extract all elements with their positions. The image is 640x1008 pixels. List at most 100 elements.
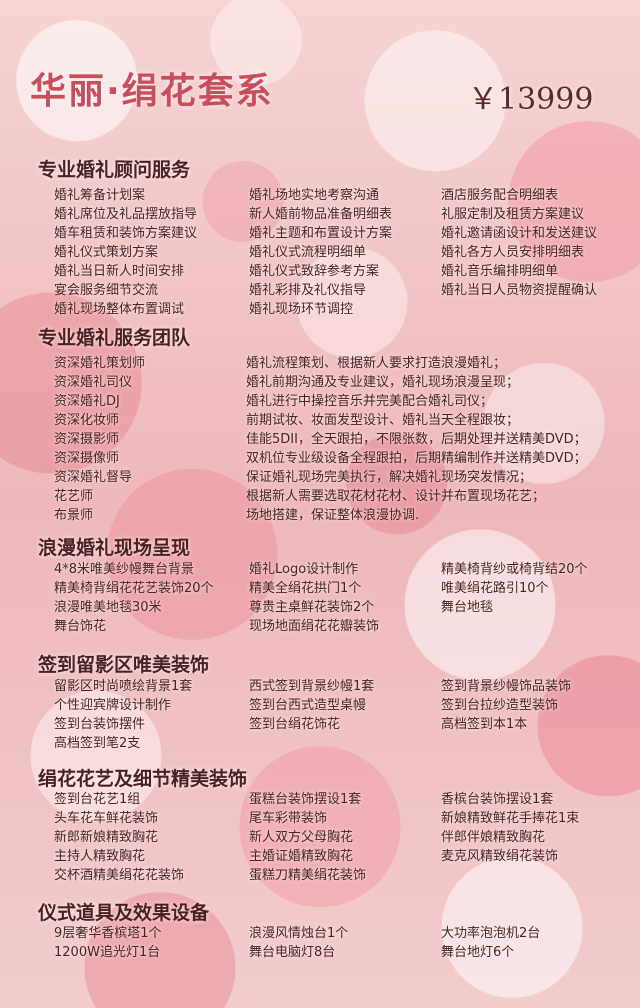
list-item: 新人婚前物品准备明细表: [249, 207, 393, 222]
list-item: 签到台拉纱造型装饰: [441, 698, 559, 713]
section-title: 专业婚礼服务团队: [38, 327, 191, 349]
list-item: 高档签到笔2支: [54, 736, 141, 751]
list-row: 新郎新娘精致胸花 新人双方父母胸花 伴郎伴娘精致胸花: [0, 828, 640, 847]
list-item: 尾车彩带装饰: [249, 811, 328, 826]
team-role: 资深婚礼策划师: [54, 356, 146, 371]
list-item: 婚礼彩排及礼仪指导: [249, 283, 367, 298]
team-description: 婚礼流程策划、根据新人要求打造浪漫婚礼；: [246, 356, 507, 371]
list-item: 伴郎伴娘精致胸花: [441, 830, 546, 845]
team-description: 双机位专业级设备全程跟拍，后期精编制作并送精美DVD；: [246, 451, 587, 466]
list-item: 交杯酒精美绢花花装饰: [54, 868, 185, 883]
list-item: 精美椅背绢花花艺装饰20个: [54, 581, 214, 596]
list-row: 资深化妆师 前期试妆、妆面发型设计、婚礼当天全程跟妆；: [0, 411, 640, 430]
list-row: 婚车租赁和装饰方案建议 婚礼主题和布置设计方案 婚礼邀请函设计和发送建议: [0, 224, 640, 243]
team-role: 资深婚礼DJ: [54, 394, 120, 409]
list-row: 资深婚礼策划师 婚礼流程策划、根据新人要求打造浪漫婚礼；: [0, 354, 640, 373]
list-item: 婚礼现场整体布置调试: [54, 302, 185, 317]
list-item: 婚礼音乐编排明细单: [441, 264, 559, 279]
list-item: 签到台西式造型桌幔: [249, 698, 367, 713]
list-item: 婚礼Logo设计制作: [249, 562, 359, 577]
team-description: 保证婚礼现场完美执行，解决婚礼现场突发情况；: [246, 470, 533, 485]
list-item: 唯美绢花路引10个: [441, 581, 549, 596]
list-item: 签到台绢花饰花: [249, 717, 341, 732]
list-item: 婚礼主题和布置设计方案: [249, 226, 393, 241]
list-row: 资深婚礼督导 保证婚礼现场完美执行，解决婚礼现场突发情况；: [0, 468, 640, 487]
list-item: 婚礼筹备计划案: [54, 188, 146, 203]
team-role: 花艺师: [54, 489, 94, 504]
list-item: 麦克风精致绢花装饰: [441, 849, 559, 864]
list-item: 舞台电脑灯8台: [249, 945, 336, 960]
list-item: 精美椅背纱或椅背结20个: [441, 562, 588, 577]
list-item: 宴会服务细节交流: [54, 283, 159, 298]
list-item: 舞台饰花: [54, 619, 107, 634]
list-item: 新郎新娘精致胸花: [54, 830, 159, 845]
list-row: 头车花车鲜花装饰 尾车彩带装饰 新娘精致鲜花手捧花1束: [0, 809, 640, 828]
list-row: 交杯酒精美绢花花装饰 蛋糕刀精美绢花装饰: [0, 866, 640, 885]
team-description: 场地搭建，保证整体浪漫协调.: [246, 508, 420, 523]
list-row: 签到台花艺1组 蛋糕台装饰摆设1套 香槟台装饰摆设1套: [0, 790, 640, 809]
list-item: 主持人精致胸花: [54, 849, 146, 864]
list-row: 浪漫唯美地毯30米 尊贵主桌鲜花装饰2个 舞台地毯: [0, 598, 640, 617]
list-item: 婚车租赁和装饰方案建议: [54, 226, 198, 241]
list-row: 高档签到笔2支: [0, 734, 640, 753]
list-item: 高档签到本1本: [441, 717, 528, 732]
list-item: 9层奢华香槟塔1个: [54, 926, 162, 941]
list-row: 宴会服务细节交流 婚礼彩排及礼仪指导 婚礼当日人员物资提醒确认: [0, 281, 640, 300]
team-role: 布景师: [54, 508, 94, 523]
list-item: 1200W追光灯1台: [54, 945, 161, 960]
list-row: 婚礼仪式策划方案 婚礼仪式流程明细单 婚礼各方人员安排明细表: [0, 243, 640, 262]
team-description: 前期试妆、妆面发型设计、婚礼当天全程跟妆；: [246, 413, 520, 428]
list-row: 花艺师 根据新人需要选取花材花材、设计并布置现场花艺；: [0, 487, 640, 506]
team-description: 佳能5DII，全天跟拍，不限张数，后期处理并送精美DVD；: [246, 432, 587, 447]
list-row: 舞台饰花 现场地面绢花花瓣装饰: [0, 617, 640, 636]
list-item: 新娘精致鲜花手捧花1束: [441, 811, 580, 826]
section-title: 仪式道具及效果设备: [38, 902, 210, 924]
list-item: 婚礼仪式策划方案: [54, 245, 159, 260]
list-item: 4*8米唯美纱幔舞台背景: [54, 562, 195, 577]
list-item: 礼服定制及租赁方案建议: [441, 207, 585, 222]
list-row: 9层奢华香槟塔1个 浪漫风情烛台1个 大功率泡泡机2台: [0, 924, 640, 943]
team-description: 婚礼前期沟通及专业建议，婚礼现场浪漫呈现；: [246, 375, 520, 390]
team-role: 资深婚礼督导: [54, 470, 133, 485]
list-row: 签到台装饰摆件 签到台绢花饰花 高档签到本1本: [0, 715, 640, 734]
list-item: 大功率泡泡机2台: [441, 926, 541, 941]
list-item: 婚礼邀请函设计和发送建议: [441, 226, 598, 241]
list-item: 个性迎宾牌设计制作: [54, 698, 172, 713]
list-item: 新人双方父母胸花: [249, 830, 354, 845]
list-item: 现场地面绢花花瓣装饰: [249, 619, 380, 634]
section-title: 绢花花艺及细节精美装饰: [38, 768, 248, 790]
list-item: 婚礼当日新人时间安排: [54, 264, 185, 279]
team-description: 婚礼进行中操控音乐并完美配合婚礼司仪；: [246, 394, 494, 409]
list-item: 婚礼当日人员物资提醒确认: [441, 283, 598, 298]
list-item: 头车花车鲜花装饰: [54, 811, 159, 826]
section-title: 专业婚礼顾问服务: [38, 159, 191, 181]
list-item: 签到台花艺1组: [54, 792, 141, 807]
team-role: 资深化妆师: [54, 413, 120, 428]
list-row: 资深摄影师 佳能5DII，全天跟拍，不限张数，后期处理并送精美DVD；: [0, 430, 640, 449]
list-item: 香槟台装饰摆设1套: [441, 792, 554, 807]
list-item: 留影区时尚喷绘背景1套: [54, 679, 193, 694]
list-item: 酒店服务配合明细表: [441, 188, 559, 203]
list-row: 婚礼筹备计划案 婚礼场地实地考察沟通 酒店服务配合明细表: [0, 186, 640, 205]
list-item: 蛋糕台装饰摆设1套: [249, 792, 362, 807]
list-row: 资深婚礼DJ 婚礼进行中操控音乐并完美配合婚礼司仪；: [0, 392, 640, 411]
team-role: 资深婚礼司仪: [54, 375, 133, 390]
list-item: 婚礼仪式致辞参考方案: [249, 264, 380, 279]
list-item: 婚礼各方人员安排明细表: [441, 245, 585, 260]
list-row: 4*8米唯美纱幔舞台背景 婚礼Logo设计制作 精美椅背纱或椅背结20个: [0, 560, 640, 579]
list-row: 婚礼当日新人时间安排 婚礼仪式致辞参考方案 婚礼音乐编排明细单: [0, 262, 640, 281]
list-item: 蛋糕刀精美绢花装饰: [249, 868, 367, 883]
list-item: 浪漫唯美地毯30米: [54, 600, 162, 615]
price-label: ￥13999: [468, 82, 594, 117]
section-title: 浪漫婚礼现场呈现: [38, 537, 191, 559]
team-role: 资深摄像师: [54, 451, 120, 466]
list-item: 婚礼场地实地考察沟通: [249, 188, 380, 203]
list-row: 个性迎宾牌设计制作 签到台西式造型桌幔 签到台拉纱造型装饰: [0, 696, 640, 715]
list-item: 婚礼仪式流程明细单: [249, 245, 367, 260]
list-item: 婚礼席位及礼品摆放指导: [54, 207, 198, 222]
list-row: 留影区时尚喷绘背景1套 西式签到背景纱幔1套 签到背景纱幔饰品装饰: [0, 677, 640, 696]
list-row: 主持人精致胸花 主婚证婚精致胸花 麦克风精致绢花装饰: [0, 847, 640, 866]
list-item: 精美全绢花拱门1个: [249, 581, 362, 596]
